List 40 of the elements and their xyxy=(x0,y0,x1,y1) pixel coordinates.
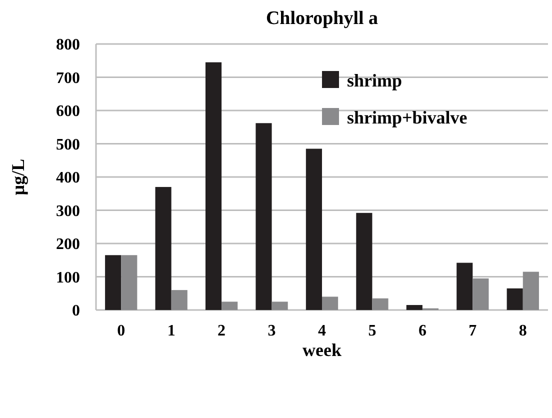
bar xyxy=(205,62,222,310)
bar xyxy=(256,123,272,310)
y-tick-label: 100 xyxy=(56,269,80,286)
chart-title: Chlorophyll a xyxy=(266,8,379,29)
legend-label: shrimp+bivalve xyxy=(347,107,468,128)
y-tick-label: 500 xyxy=(56,136,80,154)
bar xyxy=(272,302,288,310)
bar xyxy=(121,255,138,310)
x-tick-label: 5 xyxy=(368,322,376,340)
x-tick-label: 7 xyxy=(468,322,477,340)
y-tick-label: 800 xyxy=(56,36,80,54)
x-axis-title: week xyxy=(302,340,342,360)
x-tick-label: 8 xyxy=(518,322,527,340)
bar xyxy=(105,255,122,310)
y-tick-label: 200 xyxy=(56,236,80,254)
bar xyxy=(506,288,523,310)
x-tick-label: 1 xyxy=(167,322,176,340)
legend-label: shrimp xyxy=(347,70,402,90)
bar xyxy=(406,305,422,310)
x-tick-label: 2 xyxy=(218,322,226,340)
x-tick-label: 4 xyxy=(318,322,326,340)
bar xyxy=(222,302,238,310)
bar xyxy=(456,262,473,310)
y-tick-label: 0 xyxy=(72,302,80,320)
x-tick-label: 3 xyxy=(268,322,276,340)
x-tick-label: 6 xyxy=(418,322,426,340)
x-tick-label: 0 xyxy=(117,322,126,340)
bar xyxy=(322,296,338,310)
y-tick-label: 400 xyxy=(56,170,80,187)
y-axis-title: µg/L xyxy=(8,158,28,196)
bar xyxy=(356,212,372,310)
y-tick-label: 300 xyxy=(56,202,80,220)
bar xyxy=(522,272,539,310)
bar xyxy=(306,148,322,310)
bar xyxy=(155,186,172,310)
bar xyxy=(472,278,489,310)
y-tick-label: 600 xyxy=(56,103,80,120)
bar xyxy=(171,290,188,310)
y-tick-label: 700 xyxy=(56,70,80,87)
bar xyxy=(372,298,388,310)
